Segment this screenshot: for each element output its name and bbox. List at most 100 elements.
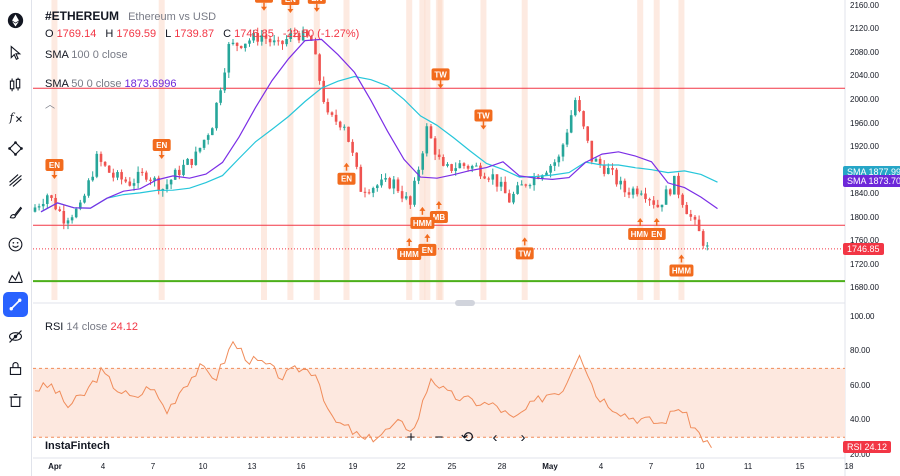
signal-label-box[interactable] bbox=[515, 247, 534, 260]
signal-highlight-band bbox=[480, 0, 487, 300]
price-tick-label: 2000.00 bbox=[850, 95, 879, 104]
candle-body bbox=[532, 176, 536, 186]
candle-body bbox=[330, 112, 334, 115]
symbol-logo-icon[interactable] bbox=[3, 8, 28, 33]
zoom-out-button[interactable]: − bbox=[434, 428, 444, 446]
measure-icon[interactable] bbox=[3, 264, 28, 289]
time-tick-label: 22 bbox=[396, 462, 406, 471]
candle-body bbox=[363, 191, 367, 193]
signal-label-box[interactable] bbox=[474, 109, 493, 122]
signal-label-box[interactable] bbox=[255, 0, 273, 3]
signal-arrow-up bbox=[678, 254, 685, 259]
signal-label-box[interactable] bbox=[397, 248, 422, 260]
signal-label-box[interactable] bbox=[418, 243, 437, 256]
sma100-line[interactable] bbox=[40, 75, 718, 213]
signal-label-box[interactable] bbox=[281, 0, 300, 6]
scroll-right-button[interactable]: › bbox=[520, 428, 526, 446]
candle-body bbox=[396, 179, 400, 192]
candle-body bbox=[693, 216, 697, 220]
candle-body bbox=[334, 114, 338, 122]
candle-body bbox=[648, 199, 651, 201]
candle-body bbox=[652, 200, 655, 205]
price-tick-label: 1680.00 bbox=[850, 283, 879, 293]
signal-highlight-band bbox=[521, 0, 528, 300]
signal-label-box[interactable] bbox=[628, 228, 653, 240]
candle-body bbox=[62, 210, 66, 224]
signal-arrow-up bbox=[653, 218, 660, 222]
candle-body bbox=[635, 188, 639, 195]
candle-body bbox=[413, 180, 416, 205]
signal-label-box[interactable] bbox=[152, 138, 171, 151]
sma50-legend[interactable]: SMA 50 0 close 1873.6996 bbox=[45, 78, 177, 90]
candle-body bbox=[301, 30, 305, 41]
rsi-line[interactable] bbox=[34, 340, 712, 448]
price-tick-label: 1840.00 bbox=[850, 189, 879, 199]
ohlc-change-value: -22.50 (-1.27%) bbox=[282, 28, 360, 40]
candle-body bbox=[536, 176, 540, 179]
candle-body bbox=[376, 185, 379, 189]
signal-label-box[interactable] bbox=[410, 216, 435, 229]
rsi-params: 14 close bbox=[66, 321, 108, 333]
rsi-legend[interactable]: RSI 14 close 24.12 bbox=[45, 321, 138, 333]
candle-body bbox=[454, 168, 457, 171]
pattern-icon[interactable] bbox=[3, 136, 28, 161]
hide-drawings-icon[interactable] bbox=[3, 324, 28, 349]
fib-tool-icon[interactable] bbox=[3, 168, 28, 193]
candle-body bbox=[697, 219, 701, 232]
rsi-tick-label: 40.00 bbox=[850, 415, 871, 425]
emoji-icon[interactable] bbox=[3, 232, 28, 257]
sma50-line[interactable] bbox=[40, 38, 718, 213]
signal-highlight-band bbox=[637, 0, 644, 300]
symbol-name[interactable]: #ETHEREUM bbox=[45, 9, 120, 23]
signal-label-text: MB bbox=[433, 213, 446, 222]
sma100-legend[interactable]: SMA 100 0 close bbox=[45, 49, 128, 61]
candle-body bbox=[656, 204, 660, 208]
symbol-description: Ethereum vs USD bbox=[128, 11, 217, 23]
function-icon[interactable]: f bbox=[3, 104, 28, 129]
time-tick-label: 10 bbox=[198, 462, 208, 471]
remove-drawings-icon[interactable] bbox=[3, 388, 28, 413]
signal-label-box[interactable] bbox=[337, 172, 356, 185]
signal-label-box[interactable] bbox=[431, 68, 450, 81]
lock-drawings-icon[interactable] bbox=[3, 356, 28, 381]
pane-resize-handle[interactable] bbox=[455, 300, 475, 306]
sma50-params: 50 0 close bbox=[71, 78, 122, 90]
brush-icon[interactable] bbox=[3, 200, 28, 225]
indicators-icon[interactable] bbox=[3, 72, 28, 97]
candle-body bbox=[211, 128, 214, 136]
candle-body bbox=[598, 158, 602, 165]
signal-arrow-up bbox=[343, 162, 350, 167]
candle-body bbox=[235, 42, 239, 46]
candle-body bbox=[70, 217, 74, 221]
price-tick-label: 2160.00 bbox=[850, 0, 879, 10]
candle-body bbox=[499, 181, 503, 187]
time-tick-label: 19 bbox=[348, 462, 358, 471]
magnet-icon[interactable] bbox=[3, 292, 28, 317]
legend-collapse-icon[interactable]: ︿ bbox=[45, 100, 55, 111]
zoom-in-button[interactable]: + bbox=[406, 428, 416, 446]
rsi-value: 24.12 bbox=[110, 321, 138, 333]
scroll-left-button[interactable]: ‹ bbox=[492, 428, 498, 446]
cursor-icon[interactable] bbox=[3, 40, 28, 65]
signal-label-box[interactable] bbox=[669, 264, 694, 277]
candle-body bbox=[660, 204, 664, 208]
candle-body bbox=[631, 188, 635, 195]
ohlc-low-label: L bbox=[165, 28, 172, 40]
reset-chart-button[interactable]: ⟲ bbox=[460, 429, 474, 446]
signal-label-text: HMM bbox=[400, 250, 419, 259]
signal-label-text: EN bbox=[49, 161, 60, 170]
signal-label-box[interactable] bbox=[45, 158, 64, 171]
signal-label-box[interactable] bbox=[307, 0, 326, 4]
candle-body bbox=[37, 206, 41, 208]
candle-body bbox=[289, 32, 292, 39]
signal-label-text: HMM bbox=[413, 219, 432, 228]
rsi-tick-label: 20.00 bbox=[850, 449, 871, 459]
time-tick-label: 11 bbox=[743, 462, 753, 471]
candle-body bbox=[479, 165, 482, 177]
candle-body bbox=[446, 164, 449, 166]
candle-body bbox=[388, 178, 391, 189]
signal-label-box[interactable] bbox=[647, 228, 666, 240]
price-tag: SMA 1873.70 bbox=[843, 174, 900, 187]
ohlc-open-value: 1769.14 bbox=[56, 28, 97, 40]
